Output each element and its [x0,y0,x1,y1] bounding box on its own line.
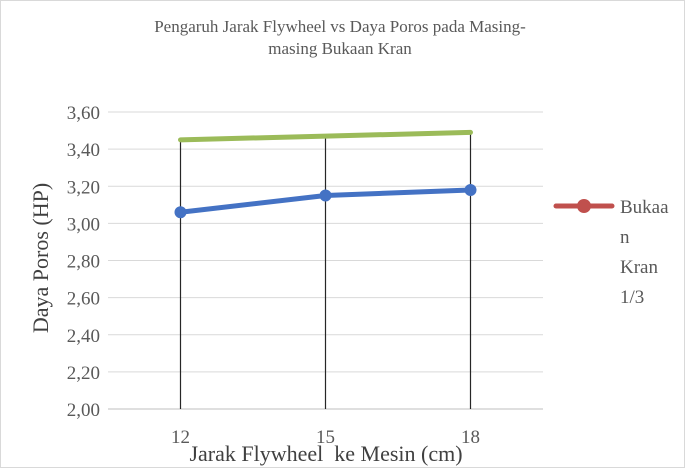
y-tick-label: 2,00 [67,400,100,421]
legend-label-line: Bukaa [620,197,669,218]
x-tick-label: 15 [316,427,335,448]
y-tick-label: 2,20 [67,363,100,384]
legend-marker [577,199,591,213]
y-tick-label: 3,00 [67,214,100,235]
y-tick-label: 3,20 [67,177,100,198]
y-tick-labels: 2,00 2,20 2,40 2,60 2,80 3,00 3,20 3,40 3,60 [67,103,100,421]
legend-label-line: 1/3 [620,287,644,308]
series-line-2 [178,129,473,143]
x-tick-label: 12 [171,427,190,448]
data-point [174,206,187,219]
y-tick-label: 3,60 [67,103,100,124]
data-point [319,189,332,202]
chart-title: Pengaruh Jarak Flywheel vs Daya Poros pa… [60,16,620,60]
y-axis-title: Daya Poros (HP) [28,183,53,333]
chart-title-line-1: Pengaruh Jarak Flywheel vs Daya Poros pa… [154,17,526,36]
legend-label-line: n [620,227,630,248]
x-axis-title: Jarak Flywheel ke Mesin (cm) [189,441,462,466]
y-tick-label: 2,80 [67,252,100,273]
legend-label-line: Kran [620,257,658,278]
y-tick-label: 3,40 [67,140,100,161]
drop-lines [179,132,472,409]
legend: Bukaa n Kran 1/3 [553,197,669,308]
x-tick-labels: 12 15 18 [171,427,480,448]
series-lines [174,129,477,219]
x-tick-label: 18 [461,427,480,448]
data-point [464,183,477,196]
y-tick-label: 2,40 [67,326,100,347]
y-tick-label: 2,60 [67,289,100,310]
chart-title-line-2: masing Bukaan Kran [268,39,412,58]
